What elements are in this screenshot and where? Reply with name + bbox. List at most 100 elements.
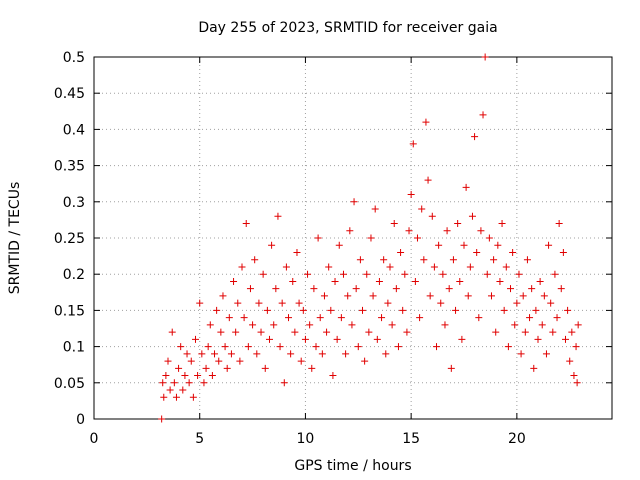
data-point — [523, 256, 531, 264]
data-point — [399, 306, 407, 314]
data-point — [342, 350, 350, 358]
data-point — [325, 263, 333, 271]
data-point — [255, 299, 263, 307]
y-axis-label: SRMTID / TECUs — [7, 182, 23, 295]
data-point — [420, 256, 428, 264]
x-tick-label: 10 — [297, 431, 315, 447]
data-point — [189, 393, 197, 401]
data-point — [160, 393, 168, 401]
data-point — [445, 285, 453, 293]
data-point — [304, 270, 312, 278]
points-layer — [158, 53, 582, 423]
data-point — [270, 321, 278, 329]
data-point — [437, 299, 445, 307]
y-tick-label: 0.5 — [63, 50, 85, 66]
data-point — [487, 292, 495, 300]
data-point — [426, 292, 434, 300]
y-tick-label: 0.05 — [54, 376, 85, 392]
data-point — [394, 343, 402, 351]
data-point — [181, 372, 189, 380]
data-point — [449, 256, 457, 264]
data-point — [276, 343, 284, 351]
data-point — [159, 379, 167, 387]
data-point — [490, 256, 498, 264]
data-point — [517, 350, 525, 358]
data-point — [418, 205, 426, 213]
data-point — [164, 357, 172, 365]
data-point — [335, 241, 343, 249]
data-point — [272, 285, 280, 293]
data-point — [401, 270, 409, 278]
ticks-layer: 0 0.05 0.1 0.15 0.2 0.25 0.3 0.35 0.4 0.45 0.5 0 5 10… — [54, 50, 612, 447]
data-point — [367, 234, 375, 242]
data-point — [462, 183, 470, 191]
data-point — [435, 241, 443, 249]
data-point — [369, 292, 377, 300]
data-point — [464, 292, 472, 300]
data-point — [291, 328, 299, 336]
y-tick-label: 0.25 — [54, 231, 85, 247]
data-point — [528, 285, 536, 293]
y-tick-label: 0.45 — [54, 86, 85, 102]
data-point — [278, 299, 286, 307]
data-point — [454, 220, 462, 228]
data-point — [172, 393, 180, 401]
data-point — [498, 220, 506, 228]
data-point — [198, 350, 206, 358]
data-point — [327, 306, 335, 314]
data-point — [289, 277, 297, 285]
data-point — [511, 321, 519, 329]
data-point — [452, 306, 460, 314]
data-point — [564, 306, 572, 314]
x-tick-label: 20 — [508, 431, 526, 447]
data-point — [331, 277, 339, 285]
grid-layer — [94, 57, 612, 419]
data-point — [299, 306, 307, 314]
data-point — [538, 321, 546, 329]
data-point — [310, 285, 318, 293]
data-point — [194, 372, 202, 380]
data-point — [492, 328, 500, 336]
data-point — [439, 270, 447, 278]
data-point — [549, 328, 557, 336]
data-point — [504, 343, 512, 351]
data-point — [244, 343, 252, 351]
data-point — [249, 321, 257, 329]
x-tick-label: 0 — [90, 431, 99, 447]
data-point — [403, 328, 411, 336]
data-point — [223, 364, 231, 372]
data-point — [191, 335, 199, 343]
data-point — [378, 314, 386, 322]
data-point — [540, 292, 548, 300]
data-point — [416, 314, 424, 322]
data-point — [460, 241, 468, 249]
data-point — [471, 133, 479, 141]
y-tick-label: 0.15 — [54, 303, 85, 319]
data-point — [509, 248, 517, 256]
y-tick-label: 0.1 — [63, 340, 85, 356]
data-point — [466, 263, 474, 271]
data-point — [397, 248, 405, 256]
data-point — [175, 364, 183, 372]
data-point — [356, 256, 364, 264]
data-point — [380, 256, 388, 264]
data-point — [447, 364, 455, 372]
data-point — [477, 227, 485, 235]
data-point — [346, 227, 354, 235]
data-point — [329, 372, 337, 380]
data-point — [236, 357, 244, 365]
data-point — [166, 386, 174, 394]
data-point — [572, 343, 580, 351]
data-point — [185, 379, 193, 387]
data-point — [282, 263, 290, 271]
x-tick-label: 15 — [402, 431, 420, 447]
data-point — [519, 292, 527, 300]
x-axis-label: GPS time / hours — [294, 458, 411, 474]
data-point — [424, 176, 432, 184]
data-point — [483, 270, 491, 278]
data-point — [187, 357, 195, 365]
data-point — [211, 350, 219, 358]
y-tick-label: 0.3 — [63, 195, 85, 211]
data-point — [515, 270, 523, 278]
